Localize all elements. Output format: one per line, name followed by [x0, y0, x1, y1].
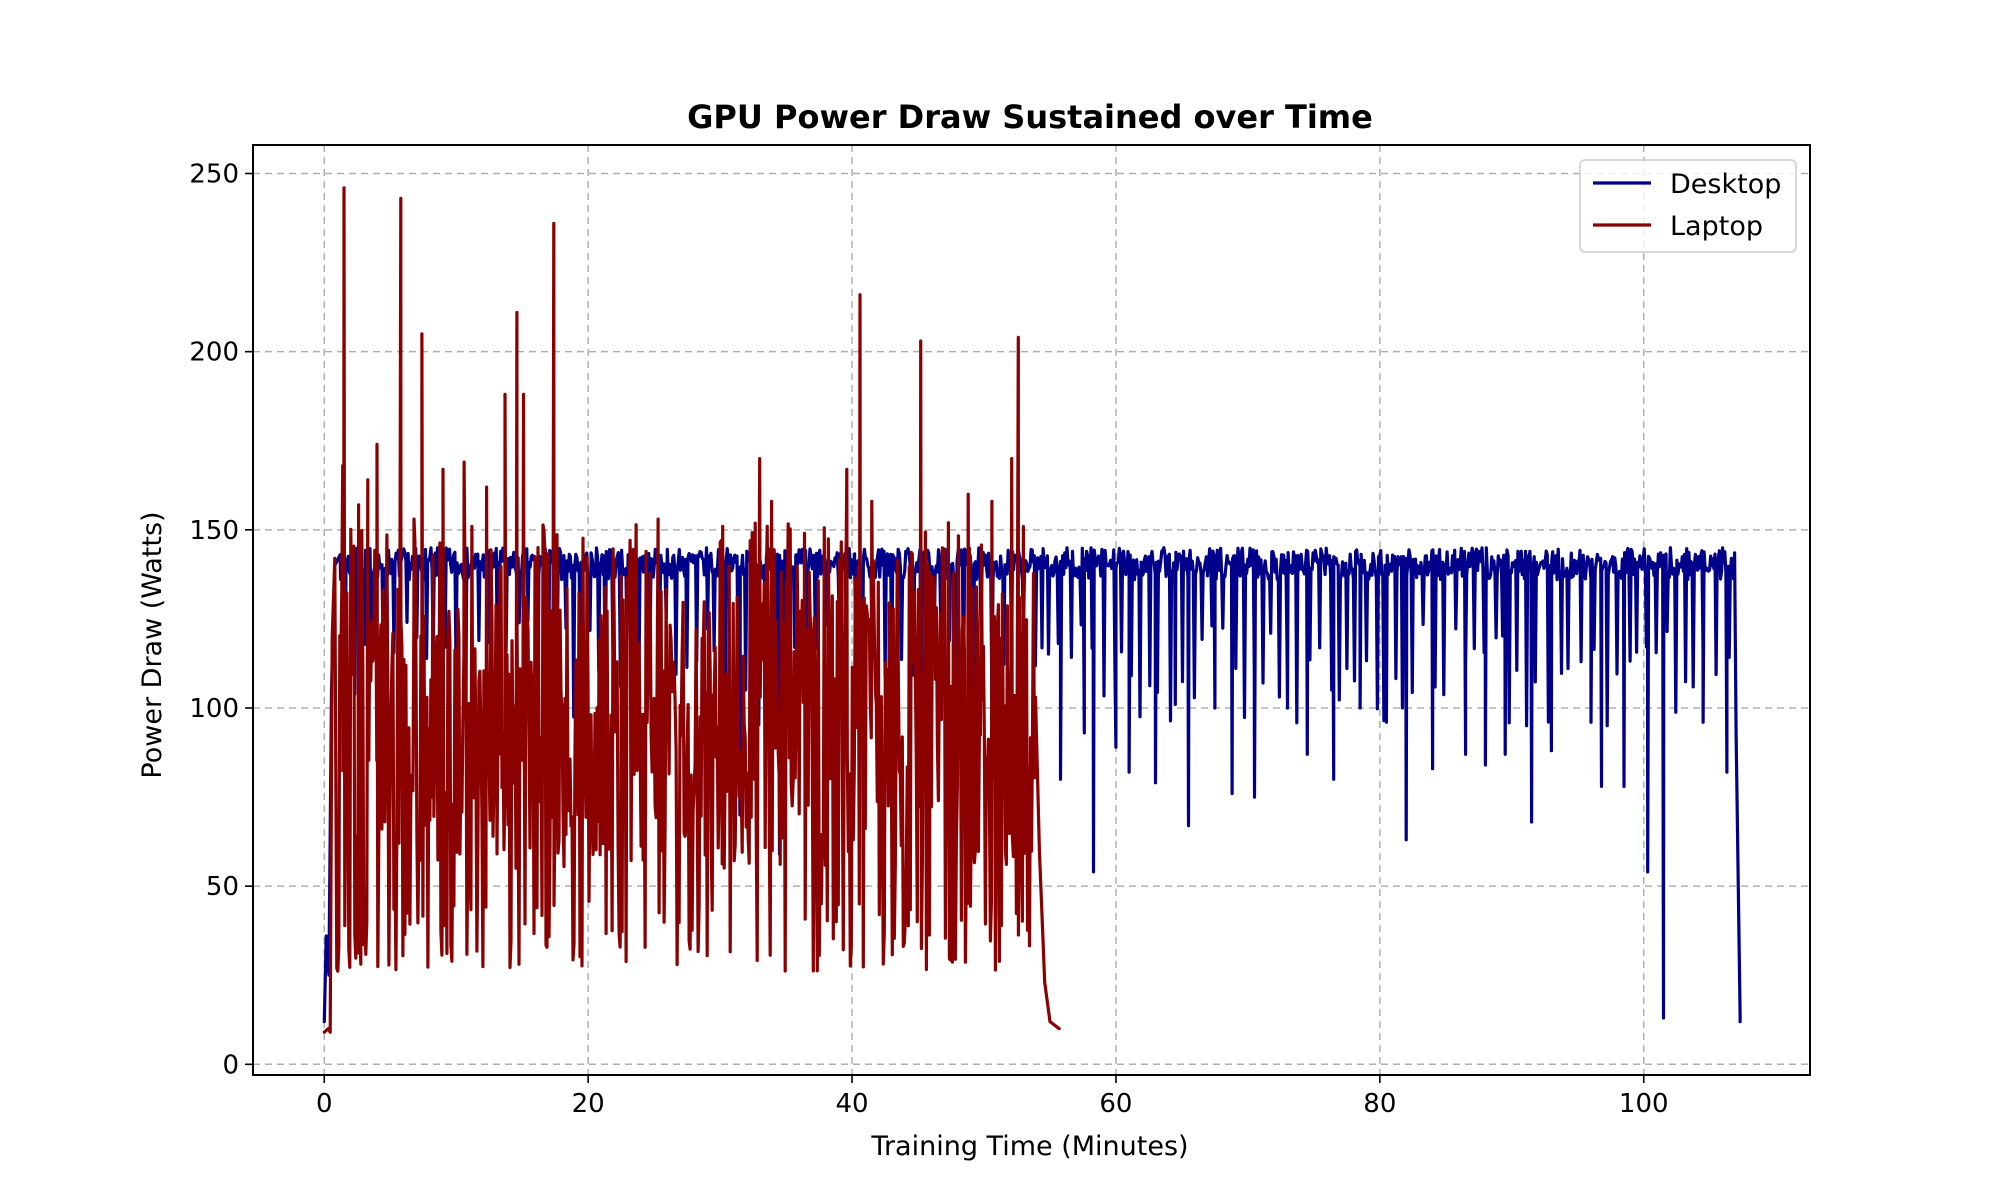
- chart-title: GPU Power Draw Sustained over Time: [687, 98, 1373, 136]
- y-tick-label: 100: [189, 694, 239, 724]
- y-tick-label: 250: [189, 160, 239, 190]
- y-tick-label: 200: [189, 338, 239, 368]
- x-axis-label: Training Time (Minutes): [870, 1131, 1188, 1162]
- legend-label-desktop: Desktop: [1670, 169, 1781, 200]
- y-tick-label: 50: [206, 872, 239, 902]
- axes-frame: [252, 144, 1811, 1076]
- series-line-laptop: [322, 186, 1061, 1034]
- x-tick-label: 20: [572, 1089, 605, 1119]
- x-tick-label: 80: [1363, 1089, 1396, 1119]
- plot-area: [322, 186, 1742, 1034]
- x-tick-label: 0: [316, 1089, 333, 1119]
- legend: Desktop Laptop: [1579, 159, 1797, 253]
- series-line-desktop: [322, 546, 1742, 1024]
- x-tick-label: 100: [1619, 1089, 1669, 1119]
- legend-label-laptop: Laptop: [1670, 211, 1763, 242]
- y-tick-label: 0: [222, 1050, 239, 1080]
- x-tick-label: 40: [836, 1089, 869, 1119]
- x-tick-label: 60: [1099, 1089, 1132, 1119]
- y-tick-label: 150: [189, 516, 239, 546]
- axis-ticks: 0 20 40 60 80 100 0 50 100 150 200 250: [189, 160, 1668, 1119]
- y-axis-label: Power Draw (Watts): [137, 511, 168, 778]
